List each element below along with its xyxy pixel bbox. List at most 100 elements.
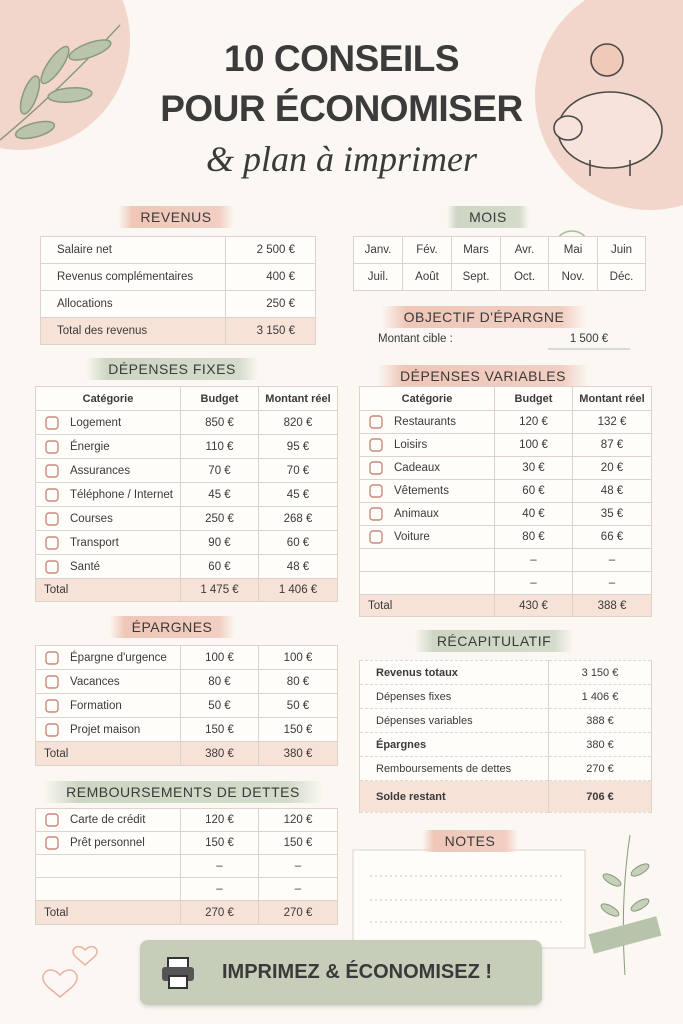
cell-text: Loisirs: [394, 439, 428, 452]
cell-text: 268 €: [283, 512, 313, 525]
cell: Salaire net: [40, 236, 226, 264]
cell-text: 80 €: [208, 675, 231, 688]
icon: [45, 836, 59, 850]
cell-text: Épargne d'urgence: [70, 651, 167, 664]
cell: Logement: [35, 410, 181, 435]
row: Voiture 80 € 66 €: [359, 525, 652, 549]
cell: Fév.: [402, 236, 452, 264]
title: 10 CONSEILS: [223, 38, 460, 79]
print-button[interactable]: IMPRIMEZ & ÉCONOMISEZ !: [140, 940, 542, 1005]
target-label: Montant cible :: [378, 333, 453, 345]
cell: Août: [402, 263, 452, 291]
cell-text: Dépenses fixes: [376, 690, 452, 703]
row: Dépenses variables 388 €: [359, 708, 652, 733]
cell: Sept.: [451, 263, 501, 291]
cell-text: Énergie: [70, 440, 110, 453]
cell: Oct.: [500, 263, 549, 291]
cell: –: [258, 877, 338, 901]
cell-text: –: [294, 860, 302, 872]
cell-text: 45 €: [286, 488, 310, 501]
cell-text: Vêtements: [394, 485, 449, 498]
cell: 120 €: [494, 410, 573, 434]
cell: Carte de crédit: [35, 808, 181, 832]
row: – –: [359, 548, 652, 572]
cell: 50 €: [180, 693, 259, 718]
cell-text: 1 406 €: [278, 584, 318, 596]
cell-text: Solde restant: [376, 790, 446, 803]
cell: Avr.: [500, 236, 549, 264]
cell: 380 €: [180, 741, 259, 766]
cell: Total des revenus: [40, 317, 226, 345]
cell: Catégorie: [35, 386, 181, 411]
cell: 3 150 €: [225, 317, 316, 345]
cell: Animaux: [359, 502, 495, 526]
cell: 132 €: [572, 410, 652, 434]
cell: 150 €: [258, 831, 338, 855]
cell-text: 388 €: [597, 599, 627, 612]
cell: 150 €: [258, 717, 338, 742]
cell-text: 1 406 €: [581, 690, 619, 703]
cell: 45 €: [258, 482, 338, 507]
cell-text: Remboursements de dettes: [376, 762, 512, 775]
cell-text: Assurances: [70, 464, 131, 477]
cell-text: 150 €: [205, 723, 234, 736]
cell-text: 100 €: [519, 439, 548, 451]
cell: Remboursements de dettes: [359, 756, 549, 781]
cell: 268 €: [258, 506, 338, 531]
cell: 95 €: [258, 434, 338, 459]
row: Remboursements de dettes 270 €: [359, 756, 652, 781]
row: Formation 50 € 50 €: [35, 693, 338, 718]
cell-text: Logement: [70, 416, 122, 429]
cell: Revenus totaux: [359, 660, 549, 685]
cell: Allocations: [40, 290, 226, 318]
row: Transport 90 € 60 €: [35, 530, 338, 555]
cell: Mai: [548, 236, 598, 264]
cell: 1 475 €: [180, 578, 259, 602]
table: Carte de crédit 120 € 120 € Prêt personnel 1…: [35, 808, 338, 925]
row: Janv. Fév. Mars Avr. Mai Juin: [353, 236, 646, 264]
cell: Déc.: [597, 263, 646, 291]
cell-text: Sept.: [462, 271, 490, 283]
cell-text: 820 €: [283, 416, 313, 429]
row: Assurances 70 € 70 €: [35, 458, 338, 483]
cell-text: 850 €: [205, 416, 234, 429]
cell: 35 €: [572, 502, 652, 526]
cell-text: 270 €: [205, 906, 234, 919]
cell: Vacances: [35, 669, 181, 694]
cell: 80 €: [494, 525, 573, 549]
cell-text: 3 150 €: [256, 325, 295, 337]
row: Allocations 250 €: [40, 290, 316, 318]
cell-text: Prêt personnel: [70, 837, 145, 850]
cell-text: Formation: [70, 699, 122, 712]
row: Épargnes 380 €: [359, 732, 652, 757]
cell: Montant réel: [572, 386, 652, 411]
cell-text: –: [608, 554, 616, 566]
row: Juil. Août Sept. Oct. Nov. Déc.: [353, 263, 646, 291]
cell: [359, 571, 495, 595]
cell: Courses: [35, 506, 181, 531]
cell: 1 406 €: [548, 684, 652, 709]
cell-text: –: [608, 577, 616, 589]
cell-text: 20 €: [600, 462, 624, 474]
cell-text: Total: [44, 747, 69, 760]
cell: 3 150 €: [548, 660, 652, 685]
icon: [45, 463, 59, 478]
section-label: DÉPENSES VARIABLES: [378, 365, 588, 387]
cell: Restaurants: [359, 410, 495, 434]
cell: 706 €: [548, 780, 652, 813]
section-label: ÉPARGNES: [109, 616, 235, 638]
cell: 60 €: [180, 554, 259, 579]
cell-text: Total des revenus: [57, 325, 148, 337]
cell: Dépenses variables: [359, 708, 549, 733]
cell: 80 €: [258, 669, 338, 694]
cell-text: 388 €: [586, 714, 614, 727]
cell: 70 €: [258, 458, 338, 483]
cell: –: [494, 548, 573, 572]
row: Prêt personnel 150 € 150 €: [35, 831, 338, 855]
icon: [45, 650, 59, 665]
cell: 388 €: [572, 594, 652, 617]
cell-text: 120 €: [283, 814, 313, 826]
tot-row: Total 270 € 270 €: [35, 900, 338, 925]
cell-text: 50 €: [286, 699, 310, 712]
icon: [369, 530, 383, 544]
